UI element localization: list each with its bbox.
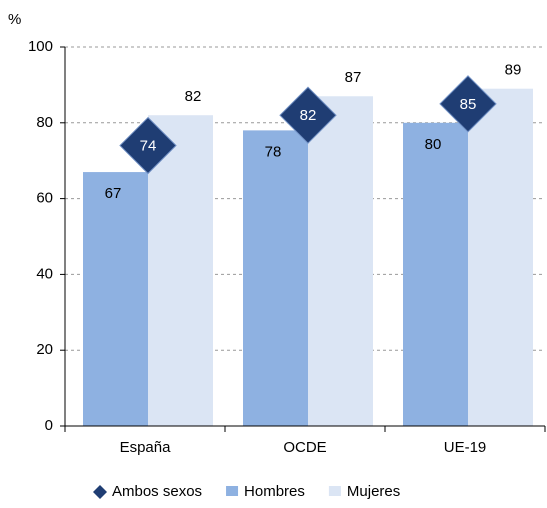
diamond-label: 85 bbox=[460, 96, 477, 113]
bar bbox=[83, 172, 148, 426]
y-tick-label: 100 bbox=[28, 38, 53, 55]
bar bbox=[403, 122, 468, 427]
diamond-label: 74 bbox=[140, 138, 157, 155]
bar bbox=[148, 115, 213, 426]
legend-marker bbox=[93, 485, 107, 499]
bar bbox=[468, 88, 533, 426]
data-label: 87 bbox=[345, 69, 362, 86]
data-label: 82 bbox=[185, 88, 202, 105]
y-tick-label: 40 bbox=[36, 265, 53, 282]
diamond-marker bbox=[279, 86, 337, 144]
x-tick-label: UE-19 bbox=[444, 439, 487, 456]
data-label: 89 bbox=[505, 62, 522, 79]
legend-marker bbox=[226, 486, 239, 496]
data-label: 78 bbox=[265, 143, 282, 160]
diamond-label: 82 bbox=[300, 107, 317, 124]
y-tick-label: 80 bbox=[36, 114, 53, 131]
legend-label: Mujeres bbox=[347, 483, 400, 500]
legend-label: Hombres bbox=[244, 483, 305, 500]
y-tick-label: 20 bbox=[36, 341, 53, 358]
diamond-marker bbox=[119, 116, 177, 175]
bar bbox=[243, 130, 308, 426]
y-tick-label: 60 bbox=[36, 190, 53, 207]
bar bbox=[308, 96, 373, 427]
x-tick-label: OCDE bbox=[283, 439, 326, 456]
y-tick-label: 0 bbox=[45, 417, 53, 434]
legend-marker bbox=[328, 486, 341, 496]
y-axis-label: % bbox=[8, 11, 21, 28]
x-tick-label: España bbox=[120, 439, 172, 456]
diamond-marker bbox=[439, 75, 497, 133]
data-label: 67 bbox=[105, 185, 122, 202]
legend-label: Ambos sexos bbox=[112, 483, 202, 500]
data-label: 80 bbox=[425, 136, 442, 153]
